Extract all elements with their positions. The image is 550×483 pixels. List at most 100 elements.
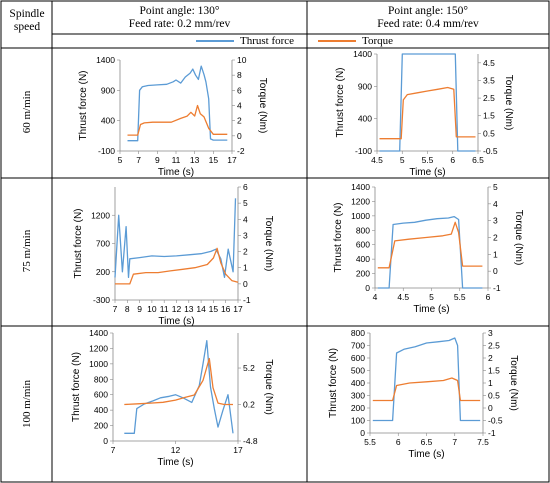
x-tick-label: 5.5 — [422, 155, 434, 165]
y2-tick-label: 4.5 — [483, 58, 495, 68]
y2-tick-label: 2 — [243, 247, 248, 257]
y2-tick-label: 2 — [488, 353, 493, 363]
y2-tick-label: -2 — [237, 146, 245, 156]
y-tick-label: 400 — [358, 114, 372, 124]
y2-tick-label: 4 — [237, 101, 242, 111]
x-tick-label: 4.5 — [397, 292, 409, 302]
torque-line — [115, 247, 239, 285]
chart-legend: Thrust force Torque — [0, 35, 550, 49]
y2-tick-label: 5 — [243, 198, 248, 208]
y-tick-label: 100 — [351, 416, 365, 426]
y-tick-label: 1400 — [96, 55, 115, 65]
y-tick-label: 1000 — [89, 359, 108, 369]
y-tick-label: 200 — [96, 267, 110, 277]
y2-tick-label: 3.5 — [483, 75, 495, 85]
x-tick-label: 9 — [137, 304, 142, 314]
torque-line — [377, 221, 483, 269]
corner-header: Spindle speed — [2, 8, 52, 34]
x-tick-label: 15 — [209, 304, 219, 314]
y-axis-title: Thrust force (N) — [328, 348, 339, 418]
x-tick-label: 6 — [396, 437, 401, 447]
column-header-130: Point angle: 130° Feed rate: 0.2 mm/rev — [52, 5, 307, 31]
y-tick-label: 0 — [360, 428, 365, 438]
y2-tick-label: 1.5 — [488, 366, 500, 376]
x-axis-title: Time (s) — [157, 457, 193, 468]
y-tick-label: 200 — [351, 403, 365, 413]
y2-axis-title: Torque (Nm) — [263, 359, 274, 415]
y-tick-label: 700 — [96, 239, 110, 249]
y-tick-label: -100 — [98, 146, 115, 156]
x-axis-title: Time (s) — [408, 449, 444, 460]
x-tick-label: 5.5 — [364, 437, 376, 447]
y2-axis-title: Torque (Nm) — [513, 210, 524, 266]
y-tick-label: 800 — [356, 225, 370, 235]
y-tick-label: -300 — [93, 295, 110, 305]
x-tick-label: 6.5 — [421, 437, 433, 447]
y-tick-label: 1000 — [351, 211, 370, 221]
y-tick-label: -100 — [355, 146, 372, 156]
y2-tick-label: 3 — [488, 328, 493, 338]
y-axis-title: Thrust force (N) — [73, 208, 84, 278]
torque-line — [127, 104, 228, 136]
y2-tick-label: 3 — [493, 216, 498, 226]
y2-tick-label: 0 — [243, 279, 248, 289]
x-tick-label: 7.5 — [477, 437, 489, 447]
y-tick-label: 200 — [356, 269, 370, 279]
y-tick-label: 300 — [351, 391, 365, 401]
corner-header-line1: Spindle — [9, 8, 45, 20]
y-tick-label: 1400 — [353, 49, 372, 59]
x-tick-label: 4 — [373, 292, 378, 302]
legend-torque-label: Torque — [362, 35, 393, 47]
y2-tick-label: 1.5 — [483, 111, 495, 121]
y2-tick-label: -0.5 — [483, 146, 498, 156]
x-tick-label: 5 — [400, 155, 405, 165]
y2-tick-label: -0.5 — [488, 416, 503, 426]
y-axis-title: Thrust force (N) — [335, 67, 346, 137]
y2-tick-label: 10 — [237, 55, 247, 65]
x-tick-label: 15 — [209, 155, 219, 165]
column-header-130-line1: Point angle: 130° — [139, 5, 220, 17]
x-tick-label: 8 — [125, 304, 130, 314]
x-tick-label: 5 — [118, 155, 123, 165]
y-tick-label: 900 — [101, 85, 115, 95]
y-tick-label: 1200 — [89, 343, 108, 353]
x-tick-label: 5 — [429, 292, 434, 302]
x-axis-title: Time (s) — [158, 167, 194, 178]
x-tick-label: 4.5 — [371, 155, 383, 165]
y2-tick-label: 0.5 — [488, 391, 500, 401]
x-tick-label: 9 — [155, 155, 160, 165]
y2-tick-label: 0 — [493, 266, 498, 276]
y2-tick-label: 4 — [243, 214, 248, 224]
thrust-force-line — [377, 215, 483, 289]
y-tick-label: 700 — [351, 341, 365, 351]
y-axis-title: Thrust force (N) — [333, 202, 344, 272]
legend-torque: Torque — [318, 35, 393, 47]
y-tick-label: 400 — [356, 254, 370, 264]
y2-tick-label: 6 — [237, 85, 242, 95]
y-tick-label: 800 — [351, 328, 365, 338]
y2-tick-label: 8 — [237, 70, 242, 80]
torque-line — [372, 377, 481, 402]
torque-line — [379, 86, 476, 140]
y-tick-label: 900 — [358, 81, 372, 91]
x-axis-title: Time (s) — [413, 304, 449, 315]
y2-tick-label: 6 — [243, 182, 248, 192]
legend-thrust-swatch — [196, 40, 234, 42]
y-tick-label: 500 — [351, 366, 365, 376]
y2-tick-label: -1 — [243, 295, 251, 305]
thrust-force-line — [372, 337, 481, 422]
x-tick-label: 10 — [147, 304, 157, 314]
column-header-150: Point angle: 150° Feed rate: 0.4 mm/rev — [307, 5, 549, 31]
x-tick-label: 6.5 — [472, 155, 484, 165]
y2-tick-label: 0.2 — [243, 400, 255, 410]
y-tick-label: 1400 — [89, 328, 108, 338]
x-tick-label: 14 — [196, 304, 206, 314]
y-tick-label: 400 — [101, 116, 115, 126]
x-tick-label: 12 — [172, 304, 182, 314]
corner-header-line2: speed — [13, 21, 41, 33]
x-tick-label: 7 — [452, 437, 457, 447]
x-tick-label: 7 — [111, 445, 116, 455]
thrust-force-line — [379, 53, 476, 152]
